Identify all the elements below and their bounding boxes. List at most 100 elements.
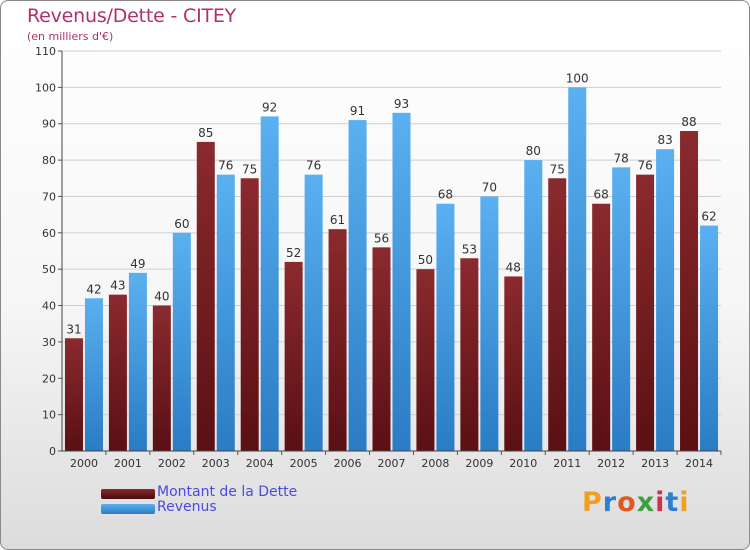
legend-swatch-dette — [101, 489, 155, 499]
y-tick-label: 20 — [42, 372, 56, 385]
bar-dette — [372, 247, 391, 451]
bar-revenus — [348, 120, 367, 451]
data-label-revenus: 92 — [262, 100, 277, 114]
data-label-dette: 56 — [374, 231, 389, 245]
data-label-revenus: 80 — [526, 144, 541, 158]
data-label-dette: 52 — [286, 246, 301, 260]
x-tick-label: 2005 — [290, 457, 318, 470]
bar-dette — [636, 174, 655, 452]
data-label-revenus: 100 — [566, 71, 589, 85]
bar-dette — [64, 338, 83, 451]
x-tick-label: 2000 — [70, 457, 98, 470]
data-label-dette: 43 — [110, 279, 125, 293]
x-tick-label: 2002 — [158, 457, 186, 470]
x-tick-label: 2007 — [378, 457, 406, 470]
x-tick-label: 2006 — [334, 457, 362, 470]
x-tick-label: 2012 — [597, 457, 625, 470]
data-label-revenus: 78 — [614, 151, 629, 165]
y-tick-label: 40 — [42, 300, 56, 313]
bar-dette — [196, 141, 215, 451]
x-tick-label: 2010 — [509, 457, 537, 470]
bar-revenus — [392, 112, 411, 452]
logo-letter: t — [665, 487, 680, 518]
logo-letter: o — [617, 487, 637, 518]
bar-revenus — [216, 174, 235, 452]
data-label-revenus: 70 — [482, 180, 497, 194]
bar-revenus — [656, 149, 675, 451]
data-label-dette: 61 — [330, 213, 345, 227]
data-label-revenus: 68 — [438, 188, 453, 202]
y-tick-label: 70 — [42, 190, 56, 203]
bar-dette — [284, 261, 303, 451]
data-label-dette: 85 — [198, 126, 213, 140]
x-tick-label: 2004 — [246, 457, 274, 470]
bar-revenus — [568, 87, 587, 451]
data-label-dette: 75 — [550, 162, 565, 176]
bar-dette — [680, 131, 699, 451]
x-tick-label: 2011 — [553, 457, 581, 470]
data-label-revenus: 76 — [306, 159, 321, 173]
data-label-dette: 53 — [462, 242, 477, 256]
logo-letter: i — [679, 487, 690, 518]
y-tick-label: 110 — [35, 45, 56, 58]
y-tick-label: 100 — [35, 81, 56, 94]
bar-revenus — [524, 160, 543, 451]
proxiti-logo: Proxiti — [582, 487, 690, 518]
bar-dette — [504, 276, 523, 451]
x-tick-label: 2009 — [465, 457, 493, 470]
data-label-dette: 50 — [418, 253, 433, 267]
data-label-revenus: 62 — [701, 210, 716, 224]
bar-dette — [460, 258, 479, 451]
legend-label-dette: Montant de la Dette — [157, 484, 298, 500]
data-label-dette: 88 — [681, 115, 696, 129]
x-tick-label: 2001 — [114, 457, 142, 470]
bar-dette — [152, 305, 171, 451]
y-tick-label: 10 — [42, 409, 56, 422]
bar-revenus — [612, 167, 631, 451]
x-tick-label: 2013 — [641, 457, 669, 470]
bar-dette — [416, 269, 435, 451]
bar-revenus — [84, 298, 103, 451]
bar-revenus — [172, 232, 191, 451]
data-label-revenus: 42 — [86, 282, 101, 296]
bar-revenus — [480, 196, 499, 451]
y-tick-label: 0 — [49, 445, 56, 458]
bar-revenus — [260, 116, 279, 452]
data-label-dette: 31 — [66, 322, 81, 336]
y-tick-label: 80 — [42, 154, 56, 167]
bar-revenus — [128, 272, 147, 451]
data-label-dette: 76 — [637, 159, 652, 173]
bar-dette — [592, 203, 611, 451]
legend-swatch-revenus — [101, 504, 155, 514]
x-tick-label: 2014 — [685, 457, 713, 470]
data-label-dette: 68 — [594, 188, 609, 202]
x-tick-label: 2008 — [421, 457, 449, 470]
data-label-dette: 75 — [242, 162, 257, 176]
data-label-dette: 48 — [506, 260, 521, 274]
data-label-revenus: 76 — [218, 159, 233, 173]
y-tick-label: 60 — [42, 227, 56, 240]
data-label-revenus: 60 — [174, 217, 189, 231]
logo-letter: i — [655, 487, 666, 518]
bar-revenus — [436, 203, 455, 451]
data-label-revenus: 93 — [394, 97, 409, 111]
bar-dette — [240, 178, 259, 452]
bar-dette — [328, 229, 347, 451]
bar-revenus — [700, 225, 719, 451]
y-tick-label: 30 — [42, 336, 56, 349]
logo-letter: x — [636, 487, 656, 518]
data-label-revenus: 49 — [130, 257, 145, 271]
bar-dette — [548, 178, 567, 452]
chart-subtitle: (en milliers d'€) — [27, 30, 114, 43]
x-tick-label: 2003 — [202, 457, 230, 470]
legend-label-revenus: Revenus — [157, 499, 217, 515]
chart-title: Revenus/Dette - CITEY — [27, 5, 237, 27]
data-label-revenus: 91 — [350, 104, 365, 118]
bar-revenus — [304, 174, 323, 452]
y-tick-label: 50 — [42, 263, 56, 276]
bar-dette — [108, 294, 127, 451]
logo-letter: r — [602, 487, 618, 518]
logo-letter: P — [582, 487, 603, 518]
